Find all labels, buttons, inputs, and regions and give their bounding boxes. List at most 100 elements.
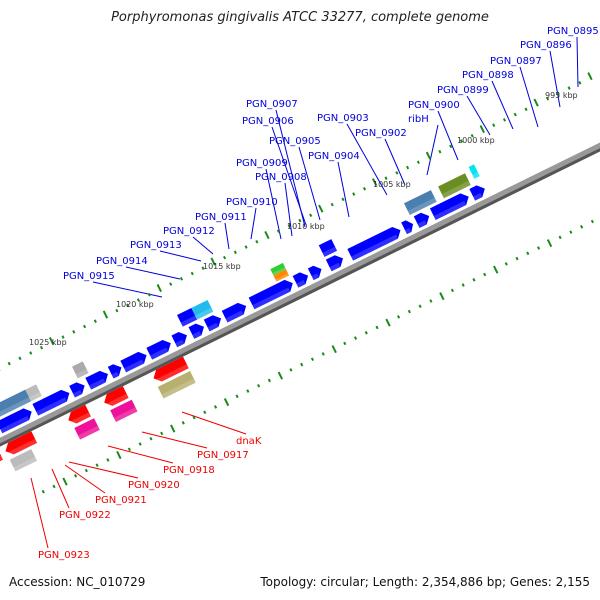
forward-cds[interactable] — [413, 210, 432, 229]
label-leaders — [30, 36, 579, 549]
forward-cds[interactable] — [429, 191, 472, 221]
cds-green[interactable] — [270, 262, 286, 276]
gene-label[interactable]: PGN_0909 — [236, 158, 288, 169]
tick-mark — [264, 231, 270, 240]
forward-cds[interactable] — [171, 329, 190, 348]
forward-cds[interactable] — [292, 270, 311, 288]
gene-label[interactable]: PGN_0902 — [355, 128, 407, 139]
forward-cds[interactable] — [107, 362, 125, 379]
gene-label[interactable]: PGN_0918 — [163, 465, 215, 476]
forward-cds[interactable] — [203, 313, 224, 332]
gene-label[interactable]: PGN_0899 — [437, 85, 489, 96]
gene-label[interactable]: PGN_0906 — [242, 116, 294, 127]
cds-steelblue[interactable] — [404, 190, 437, 215]
cds-gray[interactable] — [9, 449, 37, 472]
cds-steelblue[interactable] — [0, 389, 32, 419]
gene-label[interactable]: PGN_0895 — [547, 26, 599, 37]
gene-label[interactable]: PGN_0900 — [408, 100, 460, 111]
forward-cds[interactable] — [188, 321, 207, 339]
gene-label[interactable]: PGN_0914 — [96, 256, 148, 267]
gene-label[interactable]: PGN_0908 — [255, 172, 307, 183]
tick-mark — [375, 325, 379, 330]
leader-line — [64, 464, 106, 494]
tick-mark — [407, 309, 411, 314]
tick-mark — [246, 389, 250, 393]
tick-mark — [330, 202, 334, 207]
tick-mark — [287, 224, 291, 228]
forward-cds[interactable] — [248, 277, 296, 310]
forward-cds[interactable] — [69, 380, 87, 398]
tick-mark — [213, 405, 218, 409]
gene-label[interactable]: PGN_0912 — [163, 226, 215, 237]
gene-label[interactable]: PGN_0915 — [63, 271, 115, 282]
gene-label[interactable]: PGN_0917 — [197, 450, 249, 461]
forward-cds[interactable] — [85, 368, 110, 390]
upper-tick-track — [0, 70, 600, 372]
forward-cds[interactable] — [32, 387, 72, 416]
leader-line — [384, 138, 406, 186]
forward-cds[interactable] — [401, 218, 416, 235]
cds-gray[interactable] — [72, 361, 89, 379]
cds-cyan[interactable] — [191, 299, 214, 320]
reverse-cds[interactable] — [0, 448, 4, 467]
tick-mark — [449, 144, 453, 149]
gene-label[interactable]: PGN_0922 — [59, 510, 111, 521]
forward-cds[interactable] — [0, 406, 35, 434]
tick-mark — [459, 139, 463, 143]
gene-label[interactable]: PGN_0905 — [269, 136, 321, 147]
leader-line — [250, 207, 257, 240]
gene-label[interactable]: PGN_0913 — [130, 240, 182, 251]
gene-label[interactable]: PGN_0907 — [246, 99, 298, 110]
gene-label[interactable]: PGN_0896 — [520, 40, 572, 51]
gene-label[interactable]: PGN_0920 — [128, 480, 180, 491]
cds-orange[interactable] — [273, 269, 290, 282]
leader-line — [275, 109, 306, 228]
cds-olive[interactable] — [438, 173, 471, 199]
tick-mark — [93, 319, 97, 323]
cds-cyan[interactable] — [468, 164, 480, 179]
gene-label[interactable]: PGN_0898 — [462, 70, 514, 81]
reverse-cds[interactable] — [151, 356, 189, 385]
forward-cds[interactable] — [325, 253, 346, 272]
gene-label[interactable]: PGN_0897 — [490, 56, 542, 67]
gene-label[interactable]: dnaK — [236, 436, 262, 447]
cds-magenta[interactable] — [110, 399, 138, 422]
cds-blue[interactable] — [177, 307, 198, 327]
tick-mark — [524, 107, 528, 112]
cds-khaki[interactable] — [157, 370, 196, 399]
reverse-cds[interactable] — [3, 431, 38, 458]
tick-mark — [384, 176, 388, 180]
cds-magenta[interactable] — [74, 418, 100, 440]
forward-cds[interactable] — [347, 224, 403, 261]
gene-label[interactable]: PGN_0911 — [195, 212, 247, 223]
gene-label[interactable]: PGN_0904 — [308, 151, 360, 162]
leader-line — [346, 123, 388, 196]
forward-cds[interactable] — [307, 263, 325, 281]
gene-label[interactable]: PGN_0910 — [226, 197, 278, 208]
reverse-cds[interactable] — [65, 404, 91, 427]
leader-line — [92, 281, 163, 298]
tick-mark — [353, 336, 358, 340]
tick-mark — [223, 398, 230, 407]
kbp-label: 1005 kbp — [373, 180, 411, 189]
reverse-cds[interactable] — [101, 386, 129, 409]
forward-cds[interactable] — [221, 300, 249, 323]
kbp-label: 1000 kbp — [457, 136, 495, 145]
tick-mark — [62, 477, 68, 486]
leader-line — [265, 168, 282, 240]
gene-label[interactable]: ribH — [408, 114, 429, 125]
cds-gray[interactable] — [25, 384, 42, 402]
tick-mark — [106, 458, 110, 462]
forward-cds[interactable] — [469, 183, 487, 201]
kbp-labels: 995 kbp 1000 kbp 1005 kbp 1010 kbp 1015 kbp 1… — [29, 91, 578, 347]
tick-mark — [126, 303, 130, 308]
tick-mark — [127, 447, 131, 452]
forward-cds[interactable] — [146, 337, 173, 360]
forward-cds[interactable] — [120, 349, 149, 373]
gene-label[interactable]: PGN_0923 — [38, 550, 90, 561]
cds-blue[interactable] — [318, 239, 338, 257]
tick-mark — [267, 378, 271, 383]
tick-mark — [41, 489, 45, 494]
gene-label[interactable]: PGN_0921 — [95, 495, 147, 506]
gene-label[interactable]: PGN_0903 — [317, 113, 369, 124]
